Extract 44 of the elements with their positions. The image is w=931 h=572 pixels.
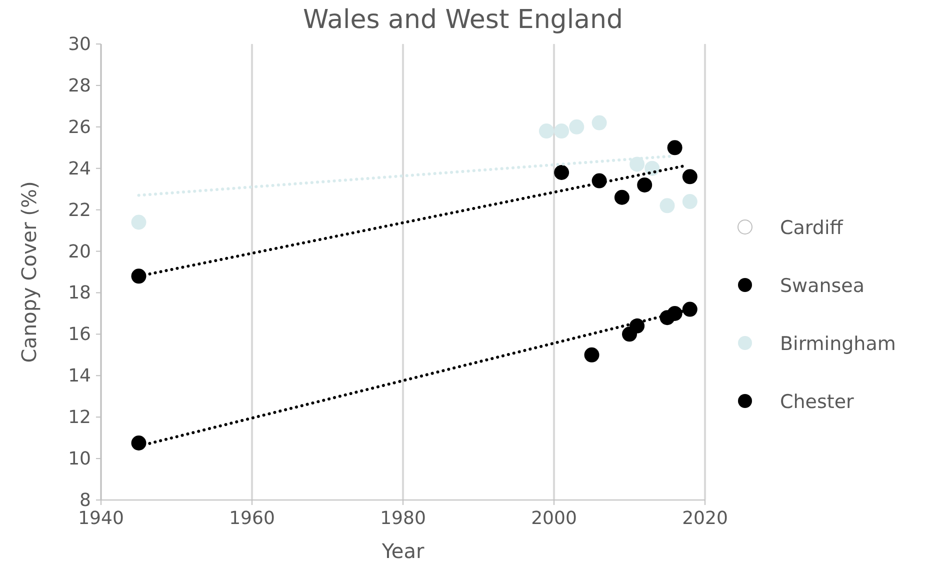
point xyxy=(554,124,570,139)
point xyxy=(630,318,645,334)
y-tick-label: 18 xyxy=(68,282,91,304)
y-tick-label: 26 xyxy=(68,116,91,138)
x-tick-label: 2020 xyxy=(682,508,728,529)
y-tick-label: 12 xyxy=(68,407,91,428)
point xyxy=(667,140,682,156)
y-tick-label: 30 xyxy=(68,34,91,55)
chart-title: Wales and West England xyxy=(303,5,623,35)
y-tick-label: 24 xyxy=(68,158,91,180)
point xyxy=(630,156,645,172)
point xyxy=(682,169,698,184)
point xyxy=(614,190,630,205)
point xyxy=(667,306,682,321)
point xyxy=(644,160,660,176)
point xyxy=(682,194,698,210)
point xyxy=(660,198,675,214)
point xyxy=(592,115,607,130)
y-tick-label: 22 xyxy=(68,200,91,221)
legend-label: Swansea xyxy=(780,275,865,297)
legend-label: Chester xyxy=(780,391,854,413)
point xyxy=(131,268,146,284)
point xyxy=(682,302,698,317)
legend-label: Cardiff xyxy=(780,217,844,239)
y-tick-label: 28 xyxy=(68,75,91,96)
point xyxy=(554,165,570,180)
y-tick-label: 10 xyxy=(68,448,91,470)
y-tick-label: 20 xyxy=(68,241,91,262)
point xyxy=(131,436,146,450)
point xyxy=(637,177,652,192)
y-tick-label: 14 xyxy=(68,366,91,387)
x-tick-label: 2000 xyxy=(531,508,577,529)
point xyxy=(584,347,600,362)
y-tick-label: 16 xyxy=(68,324,91,346)
point xyxy=(569,119,584,134)
x-axis-title: Year xyxy=(380,539,425,563)
x-tick-label: 1980 xyxy=(380,508,426,529)
x-tick-label: 1960 xyxy=(229,508,275,529)
y-tick-label: 8 xyxy=(80,490,91,511)
y-axis-title: Canopy Cover (%) xyxy=(17,181,41,363)
point xyxy=(538,124,554,139)
x-tick-label: 1940 xyxy=(78,508,124,529)
legend-label: Birmingham xyxy=(780,333,896,355)
point xyxy=(131,214,146,230)
